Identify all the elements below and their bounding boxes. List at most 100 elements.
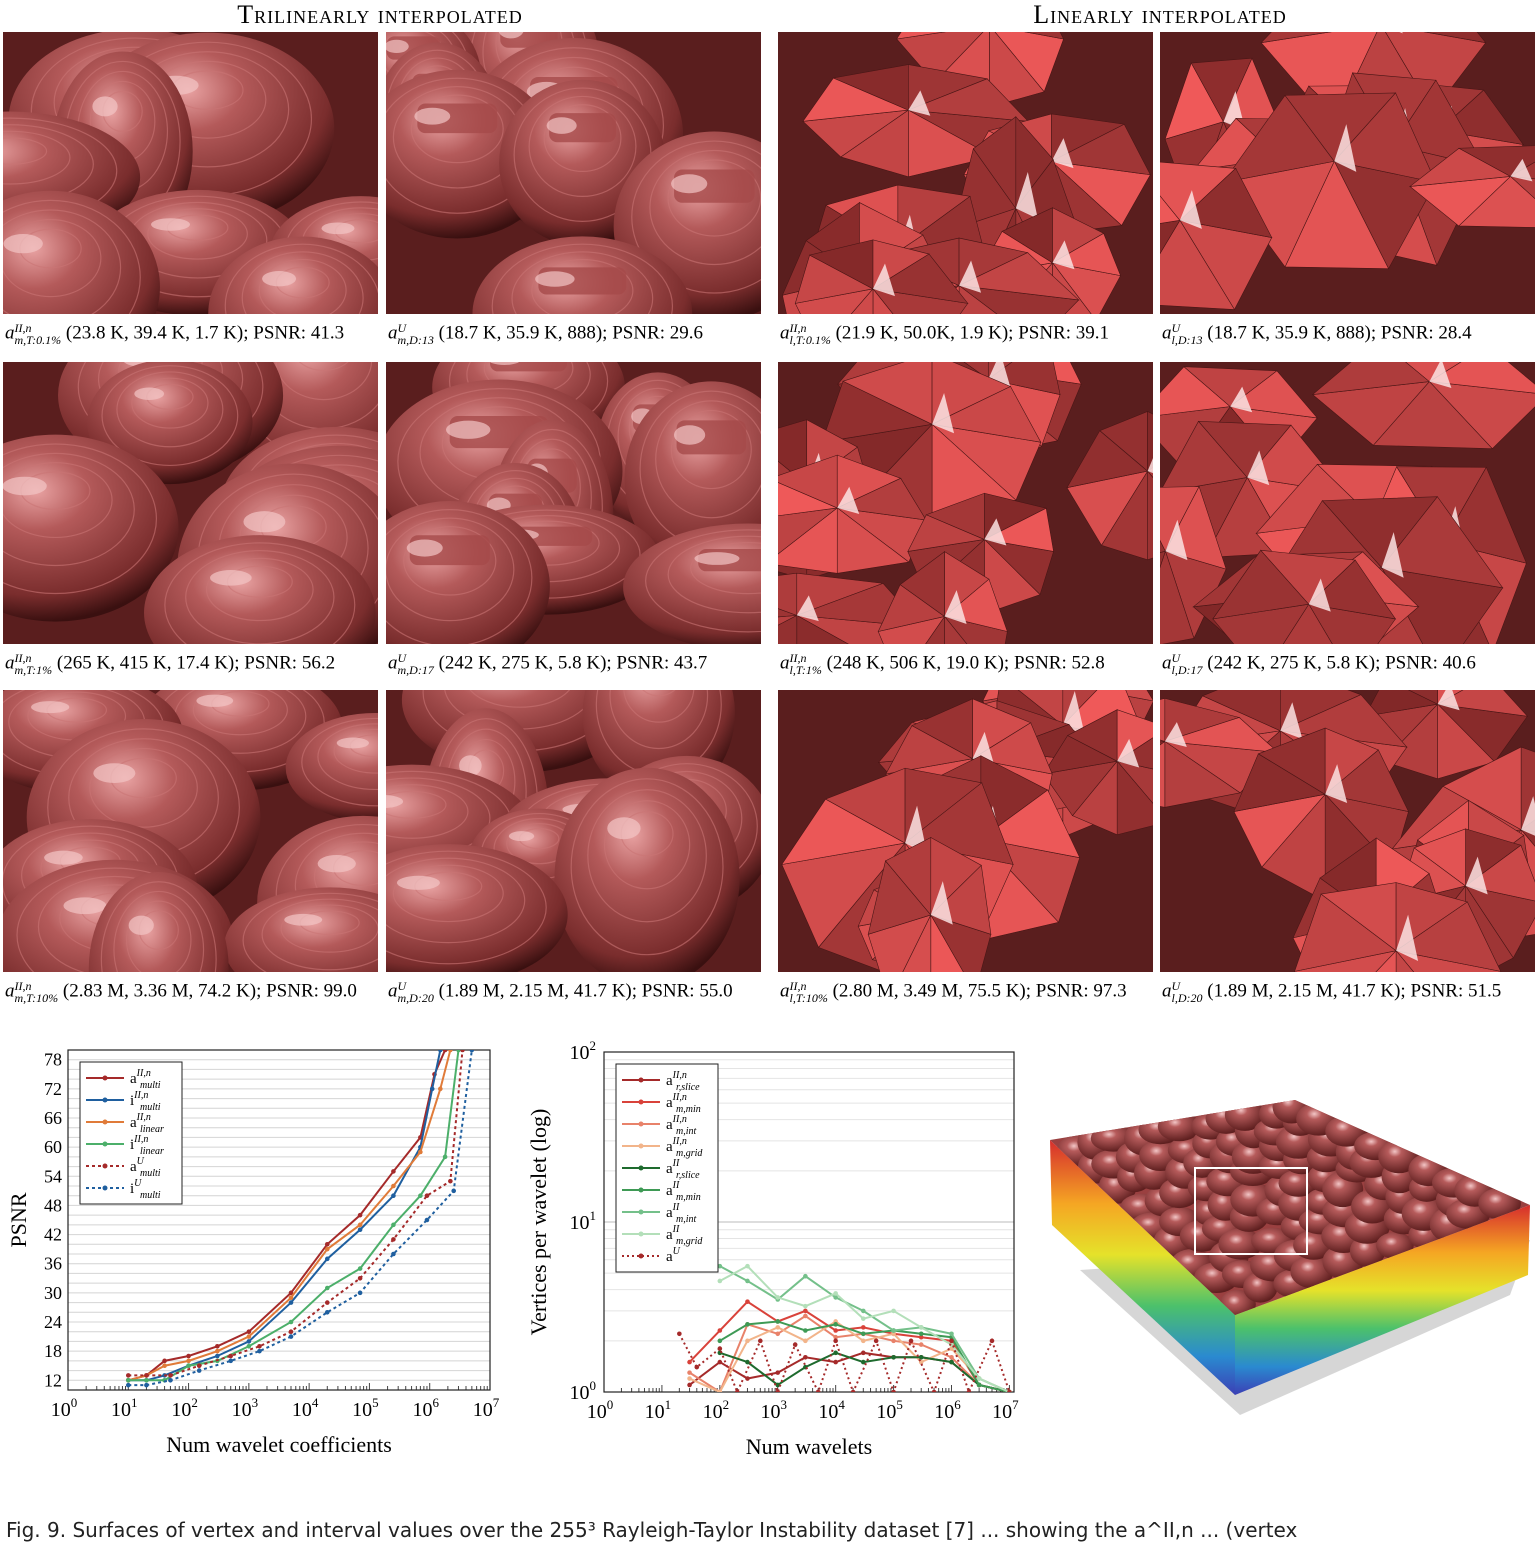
series-point <box>391 1169 396 1174</box>
render-tile <box>3 32 378 314</box>
series-point <box>228 1354 233 1359</box>
series-point <box>775 1390 780 1395</box>
y-tick-label: 36 <box>44 1254 62 1274</box>
x-tick-label: 104 <box>292 1395 319 1421</box>
series-point <box>775 1295 780 1300</box>
series-point <box>215 1344 220 1349</box>
series-point <box>803 1274 808 1279</box>
caption-stats: (265 K, 415 K, 17.4 K); PSNR: 56.2 <box>52 652 335 673</box>
series-point <box>126 1383 131 1388</box>
series-point <box>833 1351 838 1356</box>
x-tick-label: 101 <box>645 1397 672 1423</box>
series-point <box>289 1295 294 1300</box>
series-point <box>833 1360 838 1365</box>
series-point <box>687 1376 692 1381</box>
caption-symbol: a <box>5 322 15 343</box>
series-point <box>168 1373 173 1378</box>
series-point <box>891 1390 896 1395</box>
series-point <box>425 1193 430 1198</box>
series-point <box>443 1048 448 1053</box>
series-point <box>358 1223 363 1228</box>
series-line <box>679 1334 1009 1392</box>
x-tick-label: 103 <box>760 1397 787 1423</box>
series-point <box>325 1300 330 1305</box>
series-point <box>745 1339 750 1344</box>
series-point <box>745 1264 750 1269</box>
x-tick-label: 106 <box>934 1397 961 1423</box>
section-title-trilinear: Trilinearly interpolated <box>0 0 760 30</box>
series-point <box>358 1266 363 1271</box>
series-point <box>438 1048 443 1053</box>
caption-subscript: l,T:0.1% <box>790 334 831 346</box>
x-tick-label: 102 <box>703 1397 730 1423</box>
caption-symbol: a <box>1162 322 1172 343</box>
series-point <box>448 1179 453 1184</box>
series-point <box>456 1048 461 1053</box>
series-point <box>186 1359 191 1364</box>
series-point <box>325 1247 330 1252</box>
render-tile <box>386 32 761 314</box>
series-point <box>891 1339 896 1344</box>
caption-stats: (1.89 M, 2.15 M, 41.7 K); PSNR: 51.5 <box>1203 980 1502 1001</box>
x-tick-label: 105 <box>876 1397 903 1423</box>
y-tick-label: 101 <box>570 1208 597 1234</box>
series-point <box>325 1257 330 1262</box>
series-point <box>391 1223 396 1228</box>
series-point <box>803 1355 808 1360</box>
y-tick-label: 102 <box>570 1040 597 1064</box>
series-point <box>257 1349 262 1354</box>
series-point <box>977 1376 982 1381</box>
render-tile <box>778 362 1153 644</box>
caption-symbol: a <box>780 322 790 343</box>
series-point <box>919 1342 924 1347</box>
series-point <box>919 1355 924 1360</box>
caption-symbol: a <box>388 980 398 1001</box>
series-point <box>186 1354 191 1359</box>
caption-stats: (18.7 K, 35.9 K, 888); PSNR: 28.4 <box>1203 322 1472 343</box>
series-point <box>735 1390 740 1395</box>
series-point <box>144 1383 149 1388</box>
series-point <box>718 1328 723 1333</box>
series-point <box>833 1291 838 1296</box>
series-point <box>391 1252 396 1257</box>
series-point <box>990 1339 995 1344</box>
series-point <box>358 1291 363 1296</box>
caption-subscript: m,T:10% <box>15 992 59 1004</box>
series-point <box>891 1328 896 1333</box>
caption-symbol: a <box>5 980 15 1001</box>
render-tile <box>1160 690 1535 972</box>
series-point <box>745 1322 750 1327</box>
y-tick-label: 78 <box>44 1050 62 1070</box>
caption-symbol: a <box>1162 980 1172 1001</box>
series-point <box>126 1373 131 1378</box>
x-tick-label: 103 <box>232 1395 259 1421</box>
series-point <box>718 1279 723 1284</box>
y-axis-label: PSNR <box>6 1192 31 1247</box>
caption-subscript: l,T:10% <box>790 992 828 1004</box>
series-point <box>803 1309 808 1314</box>
series-point <box>861 1309 866 1314</box>
caption-stats: (242 K, 275 K, 5.8 K); PSNR: 40.6 <box>1203 652 1476 673</box>
series-point <box>144 1373 149 1378</box>
series-point <box>745 1376 750 1381</box>
series-point <box>126 1378 131 1383</box>
caption-subscript: m,D:20 <box>398 992 434 1004</box>
series-point <box>460 1048 465 1053</box>
series-point <box>418 1193 423 1198</box>
series-point <box>358 1213 363 1218</box>
series-point <box>775 1325 780 1330</box>
series-point <box>168 1378 173 1383</box>
series-point <box>758 1339 763 1344</box>
x-tick-label: 100 <box>51 1395 78 1421</box>
series-point <box>949 1360 954 1365</box>
series-point <box>247 1339 252 1344</box>
